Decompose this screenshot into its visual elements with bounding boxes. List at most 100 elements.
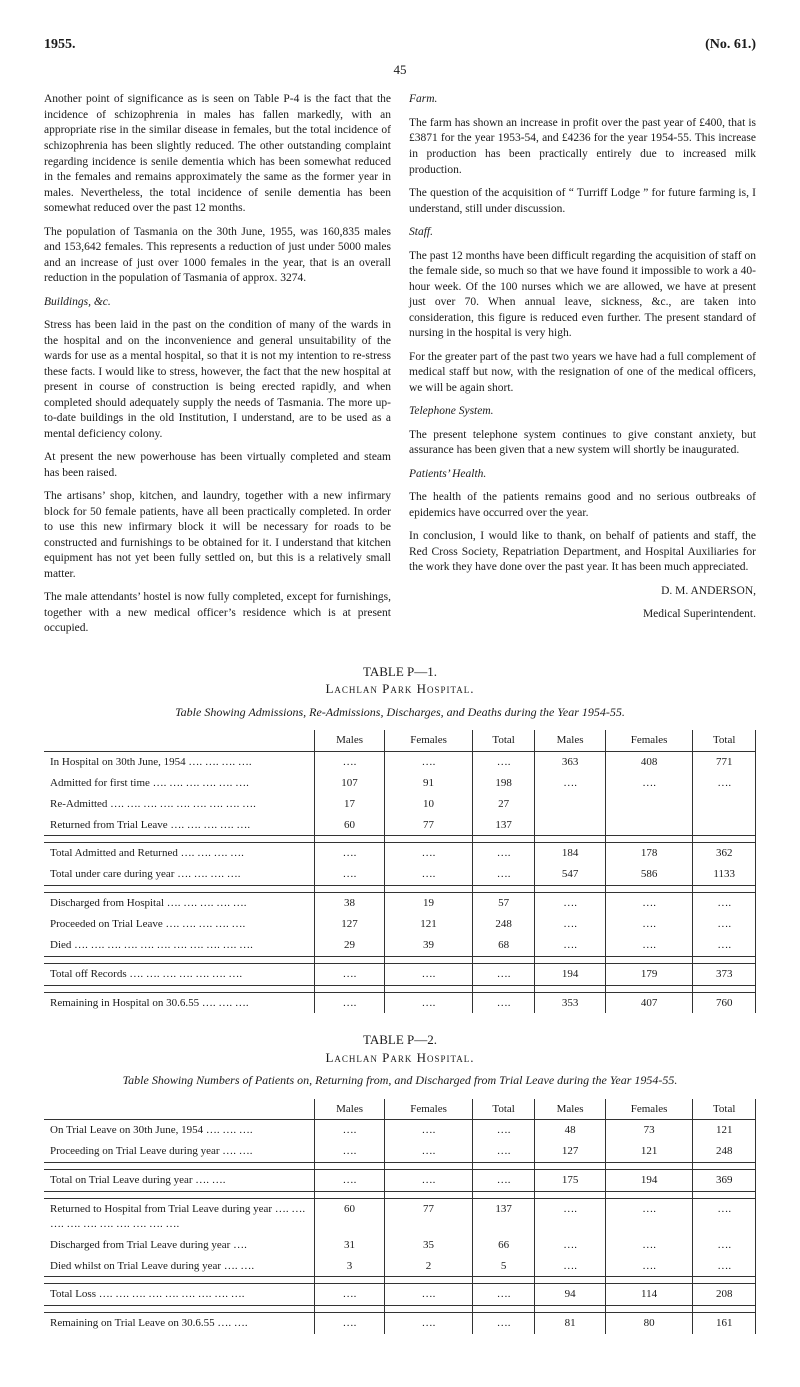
cell: ….	[314, 1120, 384, 1141]
cell: 208	[693, 1284, 756, 1306]
cell	[693, 794, 756, 815]
cell: 137	[472, 1199, 535, 1235]
cell: 547	[535, 864, 605, 885]
cell: ….	[314, 752, 384, 773]
cell: ….	[314, 1284, 384, 1306]
cell: 31	[314, 1235, 384, 1256]
cell	[535, 815, 605, 836]
cell: 73	[605, 1120, 693, 1141]
cell: ….	[535, 935, 605, 956]
table-row: On Trial Leave on 30th June, 1954 …. …. …	[44, 1120, 756, 1141]
table-p2: Males Females Total Males Females Total …	[44, 1099, 756, 1334]
cell: ….	[385, 1284, 473, 1306]
header-bar: 1955. (No. 61.)	[44, 36, 756, 55]
cell: ….	[693, 1256, 756, 1277]
cell: 48	[535, 1120, 605, 1141]
table-p1: Males Females Total Males Females Total …	[44, 730, 756, 1013]
row-label: Discharged from Hospital …. …. …. …. ….	[44, 893, 314, 914]
row-label: Remaining in Hospital on 30.6.55 …. …. ……	[44, 992, 314, 1013]
row-label: On Trial Leave on 30th June, 1954 …. …. …	[44, 1120, 314, 1141]
cell: ….	[605, 1199, 693, 1235]
cell: 29	[314, 935, 384, 956]
cell: 57	[472, 893, 535, 914]
cell: ….	[535, 893, 605, 914]
cell: ….	[535, 1235, 605, 1256]
row-label: Total on Trial Leave during year …. ….	[44, 1170, 314, 1192]
cell: 114	[605, 1284, 693, 1306]
cell: ….	[385, 963, 473, 985]
cell: ….	[385, 1170, 473, 1192]
cell: 121	[693, 1120, 756, 1141]
cell: 586	[605, 864, 693, 885]
cell: 66	[472, 1235, 535, 1256]
table-row: Total Loss …. …. …. …. …. …. …. …. ….….……	[44, 1284, 756, 1306]
signature-name: D. M. ANDERSON,	[409, 584, 756, 600]
para: The artisans’ shop, kitchen, and laundry…	[44, 489, 391, 582]
row-label: Discharged from Trial Leave during year …	[44, 1235, 314, 1256]
cell: ….	[472, 843, 535, 864]
signature-title: Medical Superintendent.	[409, 607, 756, 623]
row-label: Returned from Trial Leave …. …. …. …. ….	[44, 815, 314, 836]
row-label: Returned to Hospital from Trial Leave du…	[44, 1199, 314, 1235]
subhead: Buildings, &c.	[44, 295, 391, 311]
cell: 363	[535, 752, 605, 773]
table1-caption: Table Showing Admissions, Re-Admissions,…	[44, 704, 756, 720]
cell: 407	[605, 992, 693, 1013]
cell: 35	[385, 1235, 473, 1256]
col-head	[44, 1099, 314, 1120]
table-row: Total under care during year …. …. …. ….…	[44, 864, 756, 885]
table-row: Remaining in Hospital on 30.6.55 …. …. ……	[44, 992, 756, 1013]
cell: ….	[472, 1313, 535, 1334]
table-row: Admitted for first time …. …. …. …. …. ……	[44, 773, 756, 794]
cell: ….	[693, 914, 756, 935]
cell: 121	[385, 914, 473, 935]
row-label: Died …. …. …. …. …. …. …. …. …. …. ….	[44, 935, 314, 956]
para: The question of the acquisition of “ Tur…	[409, 186, 756, 217]
table-row: Discharged from Trial Leave during year …	[44, 1235, 756, 1256]
cell: ….	[605, 914, 693, 935]
para: The past 12 months have been difficult r…	[409, 249, 756, 342]
cell: 369	[693, 1170, 756, 1192]
cell: 179	[605, 963, 693, 985]
row-label: Total off Records …. …. …. …. …. …. ….	[44, 963, 314, 985]
cell: 760	[693, 992, 756, 1013]
col-head: Females	[385, 1099, 473, 1120]
cell: ….	[472, 752, 535, 773]
para: In conclusion, I would like to thank, on…	[409, 529, 756, 576]
table-row: Re-Admitted …. …. …. …. …. …. …. …. ….17…	[44, 794, 756, 815]
table-row: Died whilst on Trial Leave during year ……	[44, 1256, 756, 1277]
cell: 248	[472, 914, 535, 935]
row-label: Remaining on Trial Leave on 30.6.55 …. ……	[44, 1313, 314, 1334]
left-column: Another point of significance as is seen…	[44, 92, 391, 645]
cell: 60	[314, 815, 384, 836]
col-head: Males	[535, 1099, 605, 1120]
cell: 248	[693, 1141, 756, 1162]
table-row: In Hospital on 30th June, 1954 …. …. …. …	[44, 752, 756, 773]
row-label: Re-Admitted …. …. …. …. …. …. …. …. ….	[44, 794, 314, 815]
col-head: Males	[535, 730, 605, 751]
row-label: Proceeding on Trial Leave during year ….…	[44, 1141, 314, 1162]
cell: 81	[535, 1313, 605, 1334]
cell: ….	[314, 1313, 384, 1334]
table-row: Remaining on Trial Leave on 30.6.55 …. ……	[44, 1313, 756, 1334]
col-head: Males	[314, 1099, 384, 1120]
cell: 1133	[693, 864, 756, 885]
col-head: Females	[605, 1099, 693, 1120]
subhead: Staff.	[409, 225, 756, 241]
para: The male attendants’ hostel is now fully…	[44, 590, 391, 637]
cell: ….	[472, 992, 535, 1013]
cell: 121	[605, 1141, 693, 1162]
cell: ….	[472, 1120, 535, 1141]
table-row: Total off Records …. …. …. …. …. …. ….….…	[44, 963, 756, 985]
cell: ….	[385, 864, 473, 885]
para: Another point of significance as is seen…	[44, 92, 391, 216]
cell: ….	[314, 963, 384, 985]
col-head: Total	[693, 1099, 756, 1120]
cell: ….	[472, 963, 535, 985]
table-row: Proceeding on Trial Leave during year ….…	[44, 1141, 756, 1162]
cell: 107	[314, 773, 384, 794]
table-header-row: Males Females Total Males Females Total	[44, 730, 756, 751]
table-row: Total Admitted and Returned …. …. …. ….……	[44, 843, 756, 864]
col-head: Total	[472, 730, 535, 751]
subhead: Patients’ Health.	[409, 467, 756, 483]
